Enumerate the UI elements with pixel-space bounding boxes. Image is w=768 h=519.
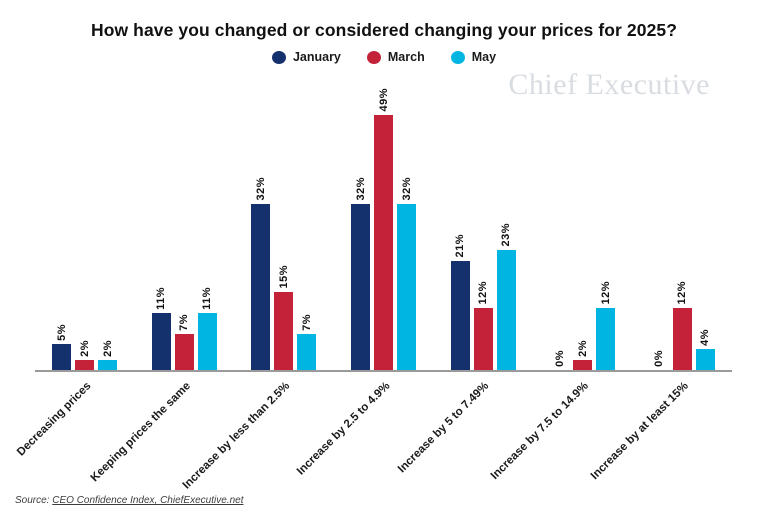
category-label: Increase by less than 2.5%: [180, 380, 293, 492]
bar-value-label: 21%: [454, 234, 467, 258]
source-note: Source: CEO Confidence Index, ChiefExecu…: [15, 495, 243, 506]
bar-january: [251, 204, 271, 370]
legend-label: March: [387, 50, 425, 64]
bar-column: 12%: [672, 281, 692, 370]
bar-value-label: 11%: [201, 287, 214, 310]
bar-january: [450, 261, 470, 370]
bar-group: 5% 2% 2% Decreasing prices: [15, 85, 135, 459]
bar-column: 0%: [550, 350, 569, 370]
bar-march: [672, 308, 692, 370]
bar-column: 12%: [473, 281, 493, 370]
bar-column: 2%: [98, 340, 118, 370]
bar-value-label: 2%: [576, 340, 589, 357]
source-prefix: Source:: [15, 495, 53, 506]
legend-dot-icon: [271, 50, 286, 64]
bar-value-label: 2%: [78, 340, 91, 357]
bar-january: [351, 204, 371, 370]
bar-group: 32% 49% 32% Increase by 2.5 to 4.9%: [294, 85, 434, 478]
bar-column: 32%: [351, 177, 371, 370]
bar-value-label: 11%: [155, 287, 168, 310]
category-label: Decreasing prices: [14, 380, 94, 459]
bar-column: 11%: [197, 287, 217, 370]
bar-may: [197, 313, 217, 370]
category-label: Increase by 2.5 to 4.9%: [294, 380, 393, 478]
bar-march: [473, 308, 493, 370]
bar-may: [496, 250, 516, 370]
legend-item-may: May: [450, 50, 497, 64]
category-label: Keeping prices the same: [88, 380, 193, 485]
source-link[interactable]: CEO Confidence Index, ChiefExecutive.net: [52, 495, 244, 506]
chart-title: How have you changed or considered chang…: [90, 20, 678, 40]
legend-item-january: January: [271, 50, 341, 64]
bar-value-label: 7%: [300, 314, 313, 331]
bar-value-label: 4%: [699, 329, 712, 346]
bar-value-label: 32%: [254, 177, 267, 201]
bar-january: [52, 344, 72, 370]
bar-column: 7%: [174, 314, 194, 370]
bar-value-label: 12%: [676, 281, 689, 305]
bar-value-label: 12%: [599, 281, 612, 305]
bar-column: 32%: [397, 177, 417, 370]
legend-label: May: [471, 50, 497, 64]
legend-label: January: [292, 50, 341, 64]
bar-may: [98, 360, 118, 370]
bar-group: 0% 2% 12% Increase by 7.5 to 14.9%: [489, 85, 633, 482]
bar-march: [75, 360, 95, 370]
bar-value-label: 0%: [553, 350, 566, 367]
bar-column: 21%: [450, 234, 470, 370]
bar-column: 7%: [297, 314, 317, 370]
bar-value-label: 32%: [354, 177, 367, 201]
bar-column: 49%: [374, 88, 394, 370]
bar-may: [695, 349, 715, 370]
bar-column: 11%: [151, 287, 171, 370]
bar-march: [573, 360, 593, 370]
category-label: Increase by 5 to 7.49%: [396, 380, 492, 476]
bar-group: 0% 12% 4% Increase by at least 15%: [589, 85, 732, 482]
legend-item-march: March: [366, 50, 425, 64]
chart-legend: January March May: [0, 50, 768, 64]
bar-may: [397, 204, 417, 370]
bar-column: 5%: [52, 324, 72, 370]
bar-value-label: 32%: [400, 177, 413, 201]
bar-march: [174, 334, 194, 370]
bar-march: [374, 115, 394, 370]
bar-column: 15%: [274, 265, 294, 370]
bar-group: 21% 12% 23% Increase by 5 to 7.49%: [396, 85, 533, 475]
category-label: Increase by at least 15%: [588, 380, 691, 483]
bar-may: [297, 334, 317, 370]
bar-value-label: 2%: [101, 340, 114, 357]
bar-column: 0%: [650, 350, 669, 370]
bar-value-label: 49%: [377, 88, 390, 112]
bar-value-label: 7%: [178, 314, 191, 331]
bar-column: 2%: [573, 340, 593, 370]
bar-value-label: 12%: [477, 281, 490, 305]
bar-column: 4%: [695, 329, 715, 370]
bar-may: [596, 308, 616, 370]
bar-group: 11% 7% 11% Keeping prices the same: [89, 85, 235, 484]
bar-column: 12%: [596, 281, 616, 370]
bar-column: 2%: [75, 340, 95, 370]
bar-column: 32%: [251, 177, 271, 370]
legend-dot-icon: [366, 50, 381, 64]
bar-value-label: 0%: [653, 350, 666, 367]
bar-value-label: 5%: [55, 324, 68, 341]
bar-january: [151, 313, 171, 370]
bar-chart: 5% 2% 2% Decreasing prices 11% 7% 11% Keeping p…: [15, 85, 732, 492]
bar-value-label: 23%: [500, 223, 513, 247]
bar-group: 32% 15% 7% Increase by less than 2.5%: [181, 85, 334, 492]
category-label: Increase by 7.5 to 14.9%: [489, 380, 592, 483]
bar-value-label: 15%: [277, 265, 290, 289]
legend-dot-icon: [450, 50, 465, 64]
bar-march: [274, 292, 294, 370]
bar-column: 23%: [496, 223, 516, 370]
